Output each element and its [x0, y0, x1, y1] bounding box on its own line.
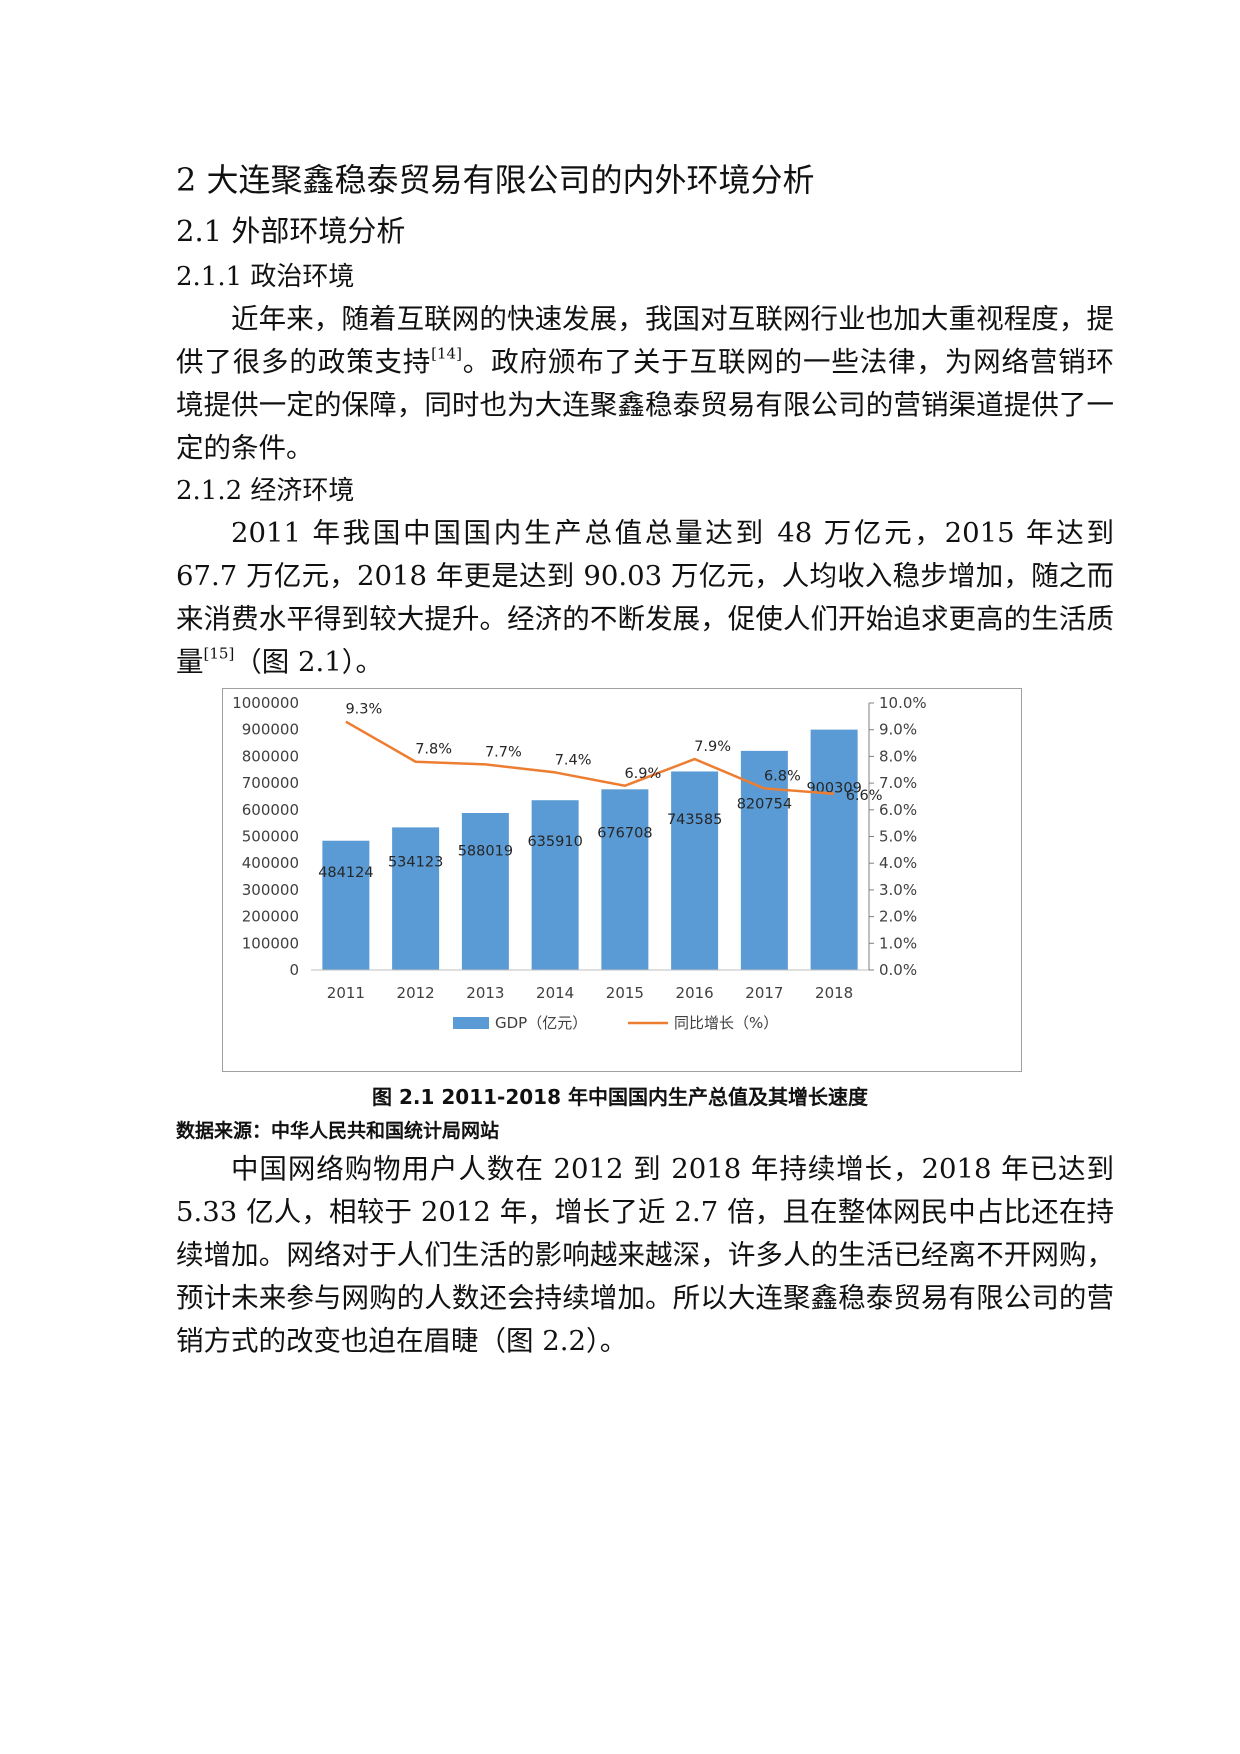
- x-axis-tick-label: 2017: [745, 984, 783, 1002]
- left-axis-tick-label: 400000: [242, 854, 299, 872]
- x-axis-tick-label: 2015: [606, 984, 644, 1002]
- right-axis-tick-label: 8.0%: [879, 747, 917, 765]
- citation-15: [15]: [203, 644, 235, 663]
- growth-rate-label: 7.4%: [555, 752, 592, 768]
- growth-rate-label: 9.3%: [345, 702, 382, 718]
- gdp-bar-2013: [461, 812, 509, 970]
- growth-rate-label: 6.8%: [764, 768, 801, 784]
- gdp-bar-2015: [601, 789, 649, 970]
- right-axis-tick-label: 2.0%: [879, 908, 917, 926]
- paragraph-economy-text: 2011 年我国中国国内生产总值总量达到 48 万亿元，2015 年达到 67.…: [176, 517, 1114, 678]
- paragraph-politics-text: 近年来，随着互联网的快速发展，我国对互联网行业也加大重视程度，提供了很多的政策支…: [176, 303, 1114, 378]
- growth-rate-label: 6.6%: [846, 788, 883, 804]
- gdp-bar-2012: [392, 827, 440, 970]
- right-axis-tick-label: 3.0%: [879, 881, 917, 899]
- legend-label-gdp: GDP（亿元）: [495, 1014, 587, 1032]
- gdp-chart-frame: 0 100000 200000 300000 400000 500000 600000 700…: [222, 688, 1022, 1072]
- growth-rate-label: 7.7%: [485, 744, 522, 760]
- left-axis-tick-label: 900000: [242, 721, 299, 739]
- gdp-value-label: 676708: [597, 826, 652, 842]
- paragraph-online-shopping: 中国网络购物用户人数在 2012 到 2018 年持续增长，2018 年已达到 …: [176, 1153, 1114, 1357]
- left-axis-tick-label: 0: [289, 961, 299, 979]
- x-axis-tick-label: 2018: [815, 984, 853, 1002]
- gdp-value-label: 484124: [318, 865, 373, 881]
- subsection-heading-politics: 2.1.1 政治环境: [176, 262, 355, 292]
- right-axis-tick-label: 7.0%: [879, 774, 917, 792]
- x-axis-tick-label: 2014: [536, 984, 574, 1002]
- figure-caption: 图 2.1 2011-2018 年中国国内生产总值及其增长速度: [372, 1085, 868, 1109]
- gdp-value-label: 534123: [388, 855, 443, 871]
- left-axis-tick-label: 500000: [242, 828, 299, 846]
- gdp-value-label: 743585: [667, 812, 722, 828]
- citation-14: [14]: [431, 344, 462, 363]
- gdp-growth-chart: 0 100000 200000 300000 400000 500000 600000 700…: [232, 694, 927, 1032]
- left-axis-tick-label: 200000: [242, 908, 299, 926]
- x-axis-tick-label: 2013: [466, 984, 504, 1002]
- x-axis-tick-label: 2011: [327, 984, 365, 1002]
- gdp-bar-2011: [322, 840, 370, 970]
- section-heading: 2.1 外部环境分析: [176, 214, 406, 248]
- gdp-value-label: 635910: [527, 834, 582, 850]
- gdp-value-label: 820754: [737, 796, 792, 812]
- growth-rate-label: 6.9%: [624, 766, 661, 782]
- right-axis-tick-label: 1.0%: [879, 934, 917, 952]
- legend-swatch-gdp: [453, 1017, 489, 1029]
- left-axis-tick-label: 600000: [242, 801, 299, 819]
- gdp-value-label: 588019: [458, 844, 513, 860]
- left-axis-tick-label: 1000000: [232, 694, 299, 712]
- legend-label-growth: 同比增长（%）: [674, 1014, 778, 1032]
- growth-rate-line: [345, 720, 835, 796]
- left-axis-tick-label: 800000: [242, 747, 299, 765]
- paragraph-economy-text-continued: （图 2.1）。: [234, 646, 384, 678]
- right-axis-tick-label: 5.0%: [879, 828, 917, 846]
- paragraph-politics-text-continued: 。政府颁布了关于互联网的一些法律，为网络营销环境提供一定的保障，同时也为大连聚鑫…: [176, 346, 1115, 464]
- x-axis-tick-label: 2012: [397, 984, 435, 1002]
- chapter-heading: 2 大连聚鑫稳泰贸易有限公司的内外环境分析: [176, 161, 815, 199]
- left-axis-tick-label: 700000: [242, 774, 299, 792]
- data-source-note: 数据来源：中华人民共和国统计局网站: [176, 1120, 500, 1142]
- right-axis-tick-label: 4.0%: [879, 854, 917, 872]
- gdp-bar-2018: [810, 729, 858, 970]
- growth-rate-label: 7.8%: [415, 742, 452, 758]
- left-axis-tick-label: 300000: [242, 881, 299, 899]
- right-axis-tick-label: 0.0%: [879, 961, 917, 979]
- paragraph-politics: 近年来，随着互联网的快速发展，我国对互联网行业也加大重视程度，提供了很多的政策支…: [176, 298, 1114, 470]
- gdp-bar-2016: [671, 771, 719, 970]
- left-axis-tick-label: 100000: [242, 934, 299, 952]
- gdp-bar-2014: [531, 800, 579, 970]
- right-axis-tick-label: 6.0%: [879, 801, 917, 819]
- paragraph-economy: 2011 年我国中国国内生产总值总量达到 48 万亿元，2015 年达到 67.…: [176, 512, 1114, 684]
- x-axis-tick-label: 2016: [676, 984, 714, 1002]
- subsection-heading-economy: 2.1.2 经济环境: [176, 476, 355, 506]
- growth-rate-label: 7.9%: [694, 739, 731, 755]
- right-axis-tick-label: 10.0%: [879, 694, 927, 712]
- right-axis-tick-label: 9.0%: [879, 721, 917, 739]
